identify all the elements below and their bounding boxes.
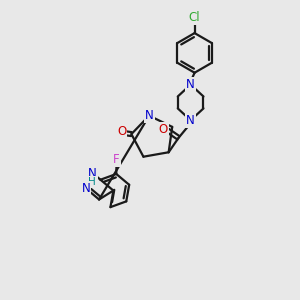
Text: N: N	[88, 167, 97, 179]
Text: O: O	[117, 125, 126, 138]
Text: O: O	[158, 123, 168, 136]
Text: N: N	[82, 182, 91, 195]
Text: Cl: Cl	[189, 11, 200, 24]
Text: N: N	[82, 182, 91, 195]
Text: N: N	[88, 167, 97, 179]
Text: N: N	[145, 109, 154, 122]
Text: H: H	[88, 177, 95, 187]
Text: F: F	[113, 153, 120, 166]
Text: N: N	[186, 114, 195, 127]
Text: N: N	[186, 78, 195, 91]
